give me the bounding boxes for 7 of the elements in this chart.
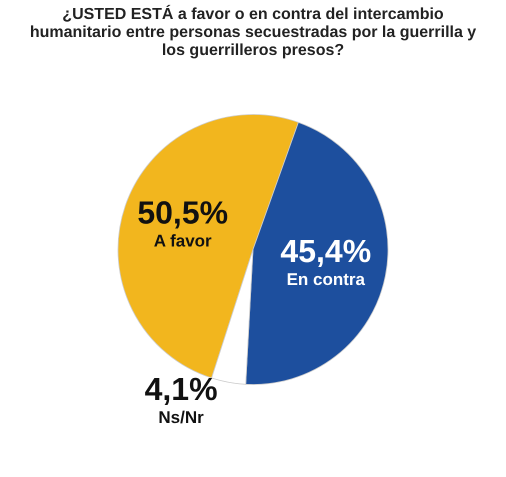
data-label: 50,5% [137,194,228,231]
slice-label: Ns/Nr [158,408,204,428]
data-label: 4,1% [144,371,218,408]
data-label: 45,4% [280,233,372,270]
slice-label: A favor [154,232,212,251]
slice-label: En contra [286,270,366,290]
chart-title: ¿USTED ESTÁ a favor o en contra del intercambio humanitario entre personas secuestradas por la guerrilla y los guerrilleros presos? [30,4,476,59]
